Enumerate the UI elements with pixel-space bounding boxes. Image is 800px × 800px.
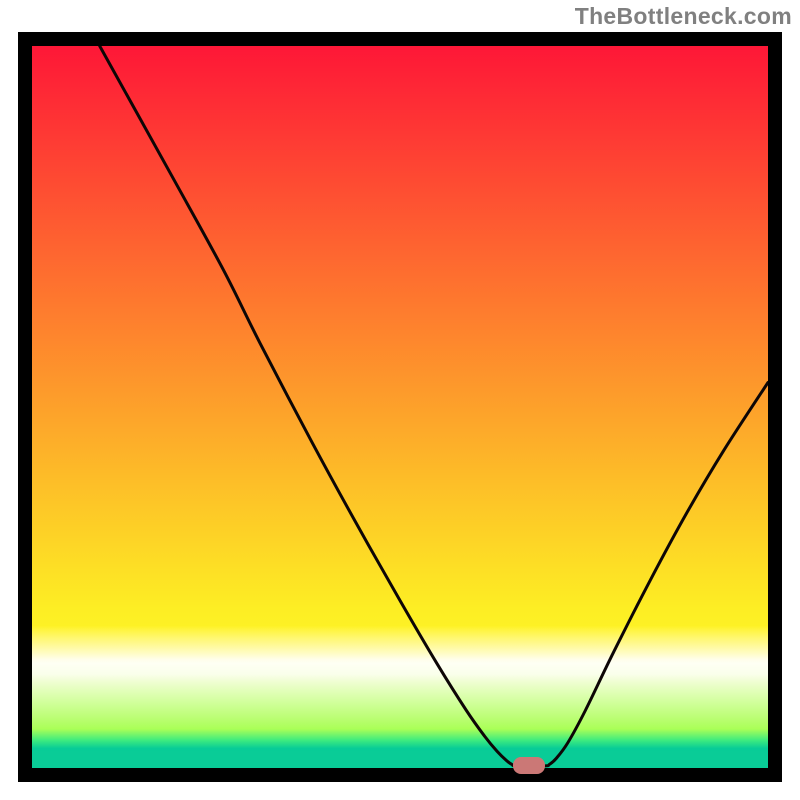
optimal-point-marker	[513, 757, 545, 774]
gradient-plot-area	[32, 46, 768, 768]
bottleneck-chart	[18, 32, 782, 782]
figure-container: TheBottleneck.com	[0, 0, 800, 800]
watermark-text: TheBottleneck.com	[575, 3, 792, 30]
